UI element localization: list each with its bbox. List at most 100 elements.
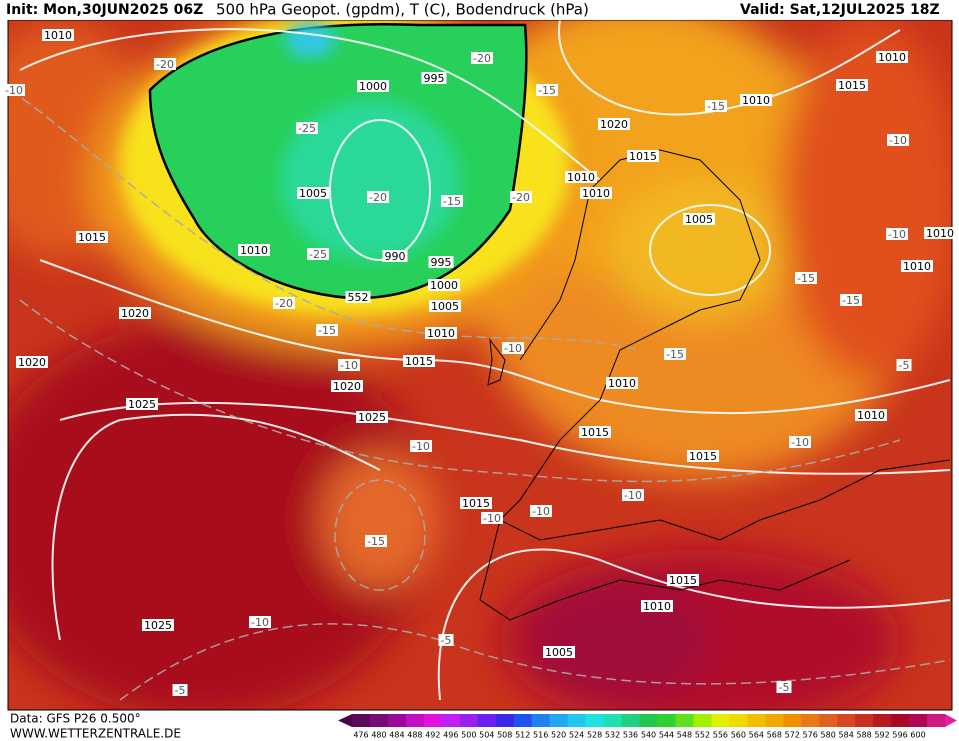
colorbar-label: 600 <box>910 731 925 740</box>
isobar-label: 1010 <box>44 29 72 42</box>
isobar-label-box <box>876 51 908 63</box>
isobar-label-box <box>924 227 956 239</box>
temperature-label: -10 <box>251 616 269 629</box>
isobar-label: 1000 <box>359 80 387 93</box>
temperature-label: -10 <box>5 84 23 97</box>
colorbar-arrow-left <box>338 714 352 727</box>
isobar-label: 1025 <box>358 411 386 424</box>
colorbar-label: 588 <box>856 731 871 740</box>
temperature-label-box <box>536 84 558 96</box>
isobar-label: 1010 <box>903 260 931 273</box>
temperature-label-box <box>154 58 176 70</box>
colorbar: 476 480 484 488 492 496 500 504 508 512 516 520 524 5… <box>338 714 957 740</box>
isobar-label-box <box>425 327 457 339</box>
colorbar-swatch <box>603 714 623 727</box>
isobar-label-box <box>142 619 174 631</box>
isobar-label-box <box>627 150 659 162</box>
isobar-label-box <box>598 118 630 130</box>
temperature-label-box <box>887 134 909 146</box>
temperature-label: -15 <box>443 195 461 208</box>
temperature-label: -15 <box>318 324 336 337</box>
temperature-label-box <box>410 440 432 452</box>
colorbar-swatch <box>657 714 676 727</box>
temperature-label-box <box>307 248 329 260</box>
isobar-label-box <box>357 80 389 92</box>
data-source: Data: GFS P26 0.500° <box>10 712 141 726</box>
colorbar-swatch <box>621 714 641 727</box>
temperature-label-box <box>273 297 295 309</box>
temperature-label: -20 <box>156 58 174 71</box>
isobar-label: 1015 <box>629 150 657 163</box>
isobar-label: 1005 <box>299 187 327 200</box>
temperature-label: -15 <box>367 535 385 548</box>
colorbar-label: 596 <box>892 731 907 740</box>
temperature-label: -15 <box>666 348 684 361</box>
colorbar-swatch <box>585 714 605 727</box>
temperature-label-box <box>896 359 912 371</box>
temperature-label: -10 <box>888 228 906 241</box>
temperature-label: -20 <box>473 52 491 65</box>
temperature-label-box <box>249 616 271 628</box>
colorbar-label: 532 <box>605 731 620 740</box>
temperature-label-box <box>296 122 318 134</box>
isobar-label: 995 <box>424 72 445 85</box>
colorbar-swatch <box>405 714 425 727</box>
temperature-label: -10 <box>624 489 642 502</box>
isobar-label-box <box>126 398 158 410</box>
colorbar-label: 512 <box>515 731 530 740</box>
colorbar-label: 516 <box>533 731 548 740</box>
colorbar-label: 488 <box>407 731 422 740</box>
colorbar-swatch <box>711 714 730 727</box>
init-time: Init: Mon,30JUN2025 06Z <box>6 2 203 18</box>
temperature-label: -10 <box>412 440 430 453</box>
colorbar-swatch <box>387 714 407 727</box>
colorbar-swatch <box>801 714 820 727</box>
isobar-label-box <box>421 72 447 84</box>
colorbar-swatch <box>837 714 856 727</box>
colorbar-label: 584 <box>839 731 854 740</box>
isobar-label: 1010 <box>878 51 906 64</box>
colorbar-swatch <box>441 714 461 727</box>
colorbar-swatch <box>675 714 694 727</box>
isobar-label-box <box>460 497 492 509</box>
isobar-label: 1000 <box>430 279 458 292</box>
valid-time: Valid: Sat,12JUL2025 18Z <box>740 2 940 18</box>
isobar-label: 1010 <box>857 409 885 422</box>
colorbar-swatch <box>477 714 497 727</box>
isobar-label: 1010 <box>643 600 671 613</box>
isobar-label-box <box>331 380 363 392</box>
colorbar-swatch <box>909 714 928 727</box>
temperature-label: -20 <box>512 191 530 204</box>
temperature-label: -5 <box>175 684 186 697</box>
isobar-label-box <box>428 279 460 291</box>
colorbar-swatch <box>891 714 910 727</box>
temperature-label: -25 <box>309 248 327 261</box>
isobar-label: 1015 <box>689 450 717 463</box>
temperature-label-box <box>664 348 686 360</box>
temperature-label: -5 <box>899 359 910 372</box>
temperature-label-box <box>705 100 727 112</box>
colorbar-swatch <box>567 714 587 727</box>
temperature-label: -10 <box>504 342 522 355</box>
isobar-label: 1015 <box>669 574 697 587</box>
colorbar-swatch <box>873 714 892 727</box>
temperature-label-box <box>3 84 25 96</box>
temperature-label: -10 <box>340 359 358 372</box>
colorbar-swatch <box>423 714 443 727</box>
colorbar-label: 556 <box>713 731 728 740</box>
colorbar-arrow-right <box>945 714 957 727</box>
colorbar-swatch <box>352 714 371 727</box>
colorbar-label: 564 <box>749 731 764 740</box>
colorbar-swatch <box>765 714 784 727</box>
temperature-label-box <box>316 324 338 336</box>
isobar-label-box <box>740 94 772 106</box>
colorbar-label: 572 <box>785 731 800 740</box>
isobar-label: 1005 <box>685 213 713 226</box>
colorbar-swatch <box>459 714 479 727</box>
temperature-label-box <box>776 681 792 693</box>
colorbar-label: 492 <box>425 731 440 740</box>
isobar-label: 1020 <box>121 307 149 320</box>
isobar-label-box <box>901 260 933 272</box>
temperature-label: -20 <box>275 297 293 310</box>
